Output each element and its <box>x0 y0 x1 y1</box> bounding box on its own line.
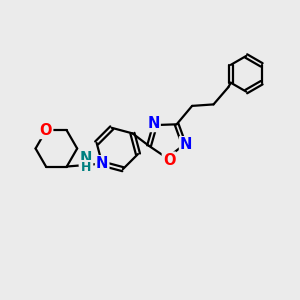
Text: O: O <box>40 123 52 138</box>
Text: O: O <box>163 153 175 168</box>
Text: N: N <box>180 137 192 152</box>
Text: N: N <box>147 116 160 131</box>
Text: N: N <box>80 151 92 166</box>
Text: H: H <box>81 161 91 174</box>
Text: N: N <box>96 156 108 171</box>
